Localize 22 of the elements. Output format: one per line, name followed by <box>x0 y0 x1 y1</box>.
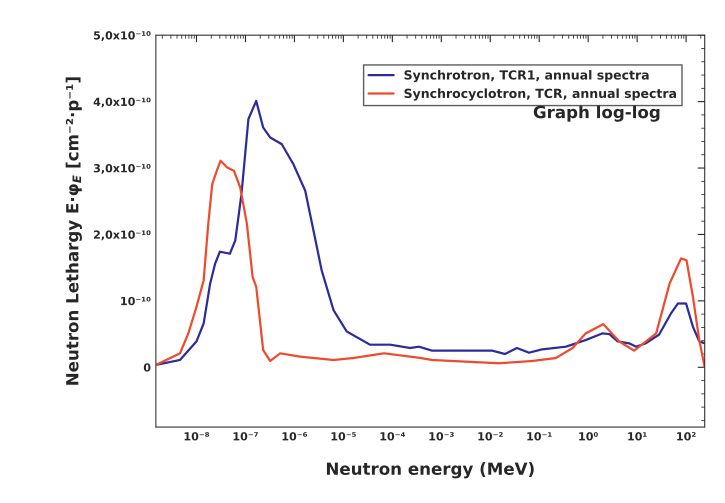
y-tick-label: 3,0x10⁻¹⁰ <box>94 164 151 174</box>
y-tick-label: 4,0x10⁻¹⁰ <box>94 98 151 108</box>
y-tick-label: 10⁻¹⁰ <box>121 296 151 306</box>
x-tick-label: 10⁻¹ <box>527 432 552 441</box>
x-tick-label: 10⁻³ <box>429 432 454 441</box>
x-tick-label: 10⁰ <box>579 432 598 441</box>
legend-label: Synchrotron, TCR1, annual spectra <box>404 70 649 82</box>
x-tick-label: 10² <box>677 432 696 441</box>
y-axis-title: Neutron Lethargy E·φ$_{E}$ [cm⁻²·p⁻¹] <box>66 77 82 385</box>
x-tick-label: 10¹ <box>628 432 647 441</box>
x-tick-label: 10⁻² <box>478 432 503 441</box>
x-tick-label: 10⁻⁵ <box>332 432 356 441</box>
x-tick-label: 10⁻⁴ <box>380 432 405 441</box>
x-tick-label: 10⁻⁶ <box>282 432 308 441</box>
y-tick-label: 0 <box>144 363 150 372</box>
y-tick-label: 5,0x10⁻¹⁰ <box>94 31 151 42</box>
annotation: Graph log-log <box>534 105 660 122</box>
x-tick-label: 10⁻⁸ <box>184 432 210 441</box>
x-axis-title: Neutron energy (MeV) <box>326 462 534 478</box>
legend-label: Synchrocyclotron, TCR, annual spectra <box>404 88 676 101</box>
y-tick-label: 2,0x10⁻¹⁰ <box>94 230 151 240</box>
x-tick-label: 10⁻⁷ <box>234 432 258 441</box>
